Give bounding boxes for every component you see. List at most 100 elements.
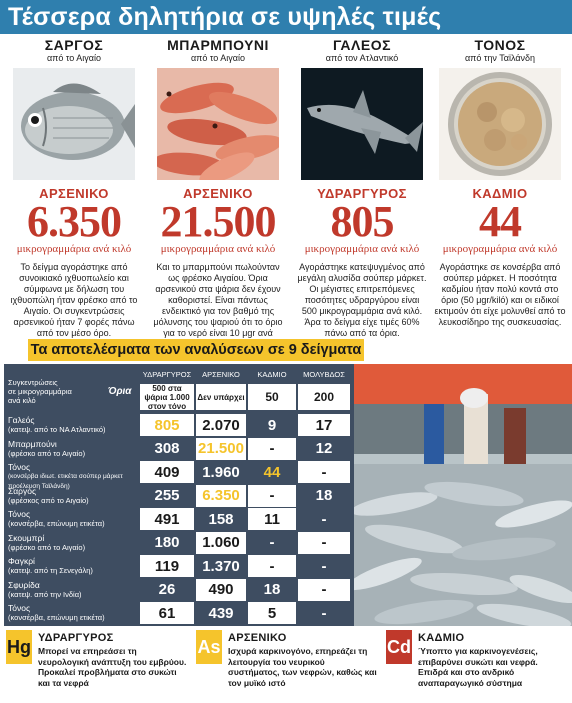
cell-lead: - — [321, 604, 327, 622]
cell-cadmium: - — [248, 437, 296, 460]
results-title-banner: Τα αποτελέσματα των αναλύσεων σε 9 δείγμ… — [28, 339, 364, 361]
cell-mercury: 491 — [140, 508, 194, 530]
cell-mercury: 119 — [140, 555, 194, 577]
fish-column-tonos: ΤΟΝΟΣ από την Ταϊλάνδη ΚΑΔΜΙΟ 44 μικρογρ… — [430, 38, 570, 338]
cell-mercury: 255 — [154, 487, 180, 504]
cell-mercury: 805 — [140, 414, 194, 436]
fish-description: Αγοράστηκε σε κονσέρβα από σούπερ μάρκετ… — [434, 262, 566, 327]
limit-arsenic: Δεν υπάρχει — [196, 384, 246, 410]
cell-arsenic: 1.060 — [196, 531, 246, 554]
table-row: Τόνος (κονσέρβα ιδιωτ. ετικέτα σούπερ μάρ… — [4, 461, 354, 490]
cell-lead: 12 — [315, 440, 333, 457]
cell-arsenic: 158 — [208, 510, 234, 528]
legend-name: ΚΑΔΜΙΟ — [418, 632, 465, 644]
header-arsenic: ΑΡΣΕΝΙΚΟ — [202, 370, 240, 379]
fish-origin: από την Ταϊλάνδη — [464, 53, 536, 63]
fish-origin: από το Αιγαίο — [46, 53, 102, 63]
table-row: Τόνος (κονσέρβα, επώνυμη ετικέτα) 61 439 … — [4, 602, 354, 624]
table-row: Σκουμπρί (φρέσκο από το Αιγαίο) 180 1.060… — [4, 531, 354, 554]
cadmium-symbol-icon: Cd — [386, 630, 412, 664]
legend-name: ΑΡΣΕΝΙΚΟ — [228, 632, 287, 644]
cell-lead: - — [321, 510, 327, 528]
fish-column-barbouni: ΜΠΑΡΜΠΟΥΝΙ από το Αιγαίο ΑΡΣΕΝΙΚΟ 21.500… — [148, 37, 288, 350]
fish-market-photo — [354, 364, 572, 626]
concentration-label: Συγκεντρώσεις σε μικρογραμμάρια ανά κιλό — [8, 378, 72, 405]
unit-label: μικρογραμμάρια ανά κιλό — [304, 243, 420, 255]
fish-origin: από το Αιγαίο — [190, 53, 246, 63]
sea-bream-photo — [13, 68, 135, 180]
cell-cadmium: 5 — [248, 602, 296, 624]
table-row: Σφυρίδα (κατεψ. από την Ινδία) 26 490 18 … — [4, 578, 354, 601]
cell-cadmium: 11 — [248, 508, 296, 530]
mercury-symbol-icon: Hg — [6, 630, 32, 664]
cell-mercury: 26 — [158, 581, 176, 598]
element-name: ΥΔΡΑΡΓΥΡΟΣ — [317, 186, 407, 201]
cell-arsenic: 6.350 — [196, 484, 246, 507]
table-row: Μπαρμπούνι (φρέσκο από το Αιγαίο) 308 21.… — [4, 437, 354, 460]
cell-cadmium: - — [248, 555, 296, 577]
legend-arsenic: As ΑΡΣΕΝΙΚΟ Ισχυρά καρκινογόνο, επηρεάζε… — [196, 630, 377, 700]
cell-arsenic: 1.960 — [202, 463, 240, 481]
results-table: ΥΔΡΑΡΓΥΡΟΣ ΑΡΣΕΝΙΚΟ ΚΑΔΜΙΟ ΜΟΛΥΒΔΟΣ Συγκ… — [4, 364, 354, 626]
cell-cadmium: 18 — [263, 581, 281, 598]
legend-text: Ισχυρά καρκινογόνο, επηρεάζει τη λειτουρ… — [228, 646, 377, 688]
cell-lead: - — [298, 578, 350, 601]
cell-lead: 17 — [298, 414, 350, 436]
element-name: ΑΡΣΕΝΙΚΟ — [183, 186, 253, 201]
fish-description: Και το μπαρμπούνι πωλούνταν ως φρέσκο Αι… — [153, 262, 283, 349]
fish-name: ΓΑΛΕΟΣ — [333, 37, 391, 53]
table-row: Γαλεός (κατεψ. από το ΝΑ Ατλαντικό) 805 2… — [4, 414, 354, 436]
table-row: Φαγκρί (κατεψ. από τη Σενεγάλη) 119 1.370… — [4, 555, 354, 577]
results-title: Τα αποτελέσματα των αναλύσεων σε 9 δείγμ… — [30, 342, 362, 358]
cell-cadmium: 9 — [267, 416, 277, 434]
unit-label: μικρογραμμάρια ανά κιλό — [160, 243, 276, 255]
cell-arsenic: 490 — [196, 578, 246, 601]
cell-arsenic: 439 — [208, 604, 234, 622]
legend-text: Μπορεί να επηρεάσει τη νευρολογική ανάπτ… — [38, 646, 187, 688]
limits-label: Όρια — [108, 386, 132, 397]
legend-mercury: Hg ΥΔΡΑΡΓΥΡΟΣ Μπορεί να επηρεάσει τη νευ… — [6, 630, 186, 700]
unit-label: μικρογραμμάρια ανά κιλό — [442, 243, 558, 255]
header-cadmium: ΚΑΔΜΙΟ — [257, 370, 287, 379]
shark-photo — [301, 68, 423, 180]
limit-cadmium: 50 — [248, 384, 296, 410]
limit-mercury: 500 στα ψάρια 1.000 στον τόνο — [140, 384, 194, 411]
page-title: Τέσσερα δηλητήρια σε υψηλές τιμές — [8, 3, 442, 31]
cell-arsenic: 21.500 — [196, 437, 246, 460]
unit-label: μικρογραμμάρια ανά κιλό — [16, 243, 132, 255]
cell-cadmium: - — [248, 484, 296, 507]
element-value: 44 — [479, 197, 522, 246]
red-mullet-photo — [157, 68, 279, 180]
header-mercury: ΥΔΡΑΡΓΥΡΟΣ — [142, 370, 192, 379]
cell-cadmium: - — [269, 534, 275, 551]
fish-column-sargos: ΣΑΡΓΟΣ από το Αιγαίο ΑΡΣΕΝΙΚΟ 6.350 μικρ… — [4, 37, 144, 339]
element-value: 6.350 — [27, 197, 122, 246]
table-row: Σαργός (φρέσκος από το Αιγαίο) 255 6.350 … — [4, 484, 354, 507]
cell-lead: 18 — [315, 487, 333, 504]
arsenic-symbol-icon: As — [196, 630, 222, 664]
cell-mercury: 61 — [140, 602, 194, 624]
cell-mercury: 308 — [154, 440, 180, 457]
element-name: ΚΑΔΜΙΟ — [472, 186, 528, 201]
cell-mercury: 409 — [140, 461, 194, 483]
cell-lead: - — [298, 461, 350, 483]
fish-description: Αγοράστηκε κατεψυγμένος από μεγάλη αλυσί… — [297, 262, 427, 338]
fish-description: Το δείγμα αγοράστηκε από συνοικιακό ιχθυ… — [10, 262, 138, 338]
fish-name: ΜΠΑΡΜΠΟΥΝΙ — [167, 37, 269, 53]
cell-arsenic: 1.370 — [202, 557, 240, 575]
limit-lead: 200 — [298, 384, 350, 410]
legend-name: ΥΔΡΑΡΓΥΡΟΣ — [38, 632, 114, 644]
element-value: 21.500 — [160, 197, 277, 246]
cell-mercury: 180 — [154, 534, 180, 551]
legend-cadmium: Cd ΚΑΔΜΙΟ Ύποπτο για καρκινογενέσεις, επ… — [386, 630, 570, 700]
fish-name: ΤΟΝΟΣ — [474, 37, 526, 53]
cell-lead: - — [298, 531, 350, 554]
tuna-can-photo — [439, 68, 561, 180]
cell-cadmium: 44 — [263, 463, 281, 481]
fish-name: ΣΑΡΓΟΣ — [44, 37, 104, 53]
cell-arsenic: 2.070 — [196, 414, 246, 436]
element-value: 805 — [330, 197, 395, 246]
element-name: ΑΡΣΕΝΙΚΟ — [39, 186, 109, 201]
title-bar: Τέσσερα δηλητήρια σε υψηλές τιμές — [0, 0, 572, 34]
fish-origin: από τον Ατλαντικό — [325, 53, 399, 63]
